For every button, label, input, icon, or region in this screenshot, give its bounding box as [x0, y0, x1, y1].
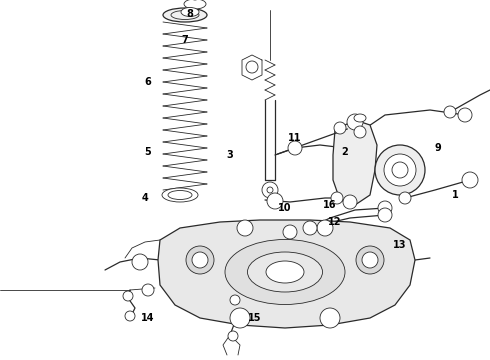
Text: 11: 11: [288, 133, 302, 143]
Polygon shape: [333, 120, 377, 205]
Circle shape: [246, 61, 258, 73]
Circle shape: [230, 295, 240, 305]
Circle shape: [343, 195, 357, 209]
Circle shape: [458, 108, 472, 122]
Circle shape: [384, 154, 416, 186]
Ellipse shape: [266, 261, 304, 283]
Ellipse shape: [225, 239, 345, 305]
Circle shape: [392, 162, 408, 178]
Circle shape: [262, 182, 278, 198]
Circle shape: [378, 201, 392, 215]
Circle shape: [125, 311, 135, 321]
Circle shape: [132, 254, 148, 270]
Circle shape: [142, 284, 154, 296]
Circle shape: [230, 308, 250, 328]
Circle shape: [375, 145, 425, 195]
Circle shape: [362, 252, 378, 268]
Text: 7: 7: [182, 35, 188, 45]
Text: 8: 8: [187, 9, 194, 19]
Circle shape: [462, 172, 478, 188]
Circle shape: [228, 331, 238, 341]
Circle shape: [317, 220, 333, 236]
Ellipse shape: [171, 10, 199, 19]
Ellipse shape: [181, 8, 199, 17]
Text: 13: 13: [393, 240, 407, 250]
Circle shape: [399, 192, 411, 204]
Circle shape: [283, 225, 297, 239]
Ellipse shape: [168, 190, 192, 199]
Circle shape: [444, 106, 456, 118]
Ellipse shape: [247, 252, 322, 292]
Circle shape: [334, 122, 346, 134]
Circle shape: [347, 114, 363, 130]
Text: 16: 16: [323, 200, 337, 210]
Circle shape: [331, 192, 343, 204]
Ellipse shape: [162, 188, 198, 202]
Circle shape: [320, 308, 340, 328]
Ellipse shape: [184, 0, 206, 9]
Circle shape: [267, 187, 273, 193]
Circle shape: [237, 220, 253, 236]
Text: 4: 4: [142, 193, 148, 203]
Text: 12: 12: [328, 217, 342, 227]
Text: 9: 9: [435, 143, 441, 153]
Circle shape: [303, 221, 317, 235]
Text: 1: 1: [452, 190, 458, 200]
Text: 6: 6: [145, 77, 151, 87]
Ellipse shape: [354, 114, 366, 122]
Circle shape: [354, 126, 366, 138]
Circle shape: [192, 252, 208, 268]
Circle shape: [123, 291, 133, 301]
Circle shape: [267, 193, 283, 209]
Text: 3: 3: [227, 150, 233, 160]
Text: 14: 14: [141, 313, 155, 323]
Circle shape: [186, 246, 214, 274]
Text: 2: 2: [342, 147, 348, 157]
Text: 15: 15: [248, 313, 262, 323]
Circle shape: [288, 141, 302, 155]
Text: 10: 10: [278, 203, 292, 213]
Circle shape: [378, 208, 392, 222]
Polygon shape: [158, 220, 415, 328]
Circle shape: [356, 246, 384, 274]
Ellipse shape: [163, 8, 207, 22]
Text: 5: 5: [145, 147, 151, 157]
